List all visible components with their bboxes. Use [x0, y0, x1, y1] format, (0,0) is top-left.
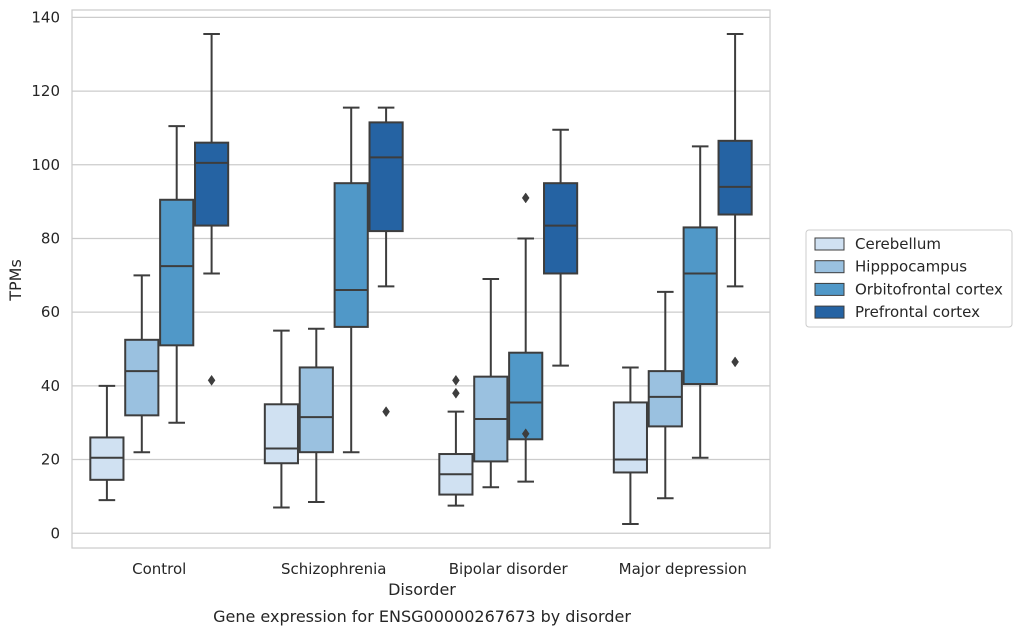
outlier-point — [731, 356, 739, 368]
box-group — [438, 374, 474, 507]
box-group — [612, 366, 648, 526]
box-group — [298, 327, 334, 503]
chart-caption: Gene expression for ENSG00000267673 by d… — [213, 607, 631, 626]
box-iqr — [159, 198, 195, 347]
y-axis-title: TPMs — [6, 259, 25, 302]
y-tick-label: 60 — [41, 303, 60, 321]
y-tick-label: 0 — [50, 524, 60, 542]
outlier-point — [521, 192, 530, 204]
legend: Cerebellum Hipppocampus Orbitofrontal cort… — [805, 229, 1013, 328]
box-iqr — [298, 366, 334, 454]
box-group — [508, 192, 544, 483]
legend-label: Cerebellum — [855, 235, 941, 253]
legend-swatch — [814, 260, 845, 274]
box-iqr — [612, 401, 648, 474]
legend-swatch — [814, 305, 845, 319]
y-tick-label: 120 — [31, 82, 60, 100]
box-iqr — [682, 226, 718, 386]
legend-label: Prefrontal cortex — [855, 303, 980, 321]
y-tick-label: 40 — [41, 377, 60, 395]
box-group — [682, 145, 718, 459]
box-group — [124, 274, 160, 454]
legend-label: Hipppocampus — [855, 258, 967, 276]
outlier-point — [521, 428, 530, 440]
box-group — [368, 106, 404, 418]
box-iqr — [333, 182, 369, 328]
legend-frame — [805, 229, 1013, 328]
y-tick-label: 100 — [31, 156, 60, 174]
legend-swatch — [814, 237, 845, 251]
box-iqr — [368, 121, 404, 233]
x-tick-label: Major depression — [619, 560, 747, 578]
box-group — [89, 384, 125, 502]
x-tick-label: Schizophrenia — [281, 560, 386, 578]
box-iqr — [647, 370, 683, 428]
y-tick-label: 140 — [31, 8, 60, 26]
box-iqr — [194, 141, 230, 227]
legend-label: Orbitofrontal cortex — [855, 280, 1003, 298]
legend-swatch — [814, 282, 845, 296]
plot-frame — [71, 9, 771, 549]
y-axis-ticks: 0 20 40 60 80 100 120 140 — [31, 8, 60, 542]
outlier-point — [452, 374, 460, 386]
y-tick-label: 20 — [41, 451, 60, 469]
box-group — [717, 32, 753, 368]
box-group — [263, 329, 299, 509]
box-iqr — [263, 403, 299, 465]
x-axis-title: Disorder — [388, 580, 456, 599]
box-group — [333, 106, 369, 454]
box-iqr — [124, 338, 160, 417]
x-axis-ticks: Control Schizophrenia Bipolar disorder Majo… — [132, 560, 747, 578]
box-group — [473, 278, 509, 489]
outlier-point — [452, 387, 460, 399]
box-iqr — [543, 182, 579, 275]
outlier-point — [207, 374, 216, 386]
x-tick-label: Bipolar disorder — [449, 560, 569, 578]
y-tick-label: 80 — [41, 229, 60, 247]
box-group — [543, 128, 579, 367]
outlier-point — [382, 406, 390, 418]
box-iqr — [508, 351, 544, 441]
box-group — [647, 290, 683, 500]
box-group — [194, 32, 230, 386]
x-tick-label: Control — [132, 560, 186, 578]
box-group — [159, 125, 195, 424]
box-plot-area — [89, 32, 753, 526]
box-iqr — [717, 139, 753, 216]
